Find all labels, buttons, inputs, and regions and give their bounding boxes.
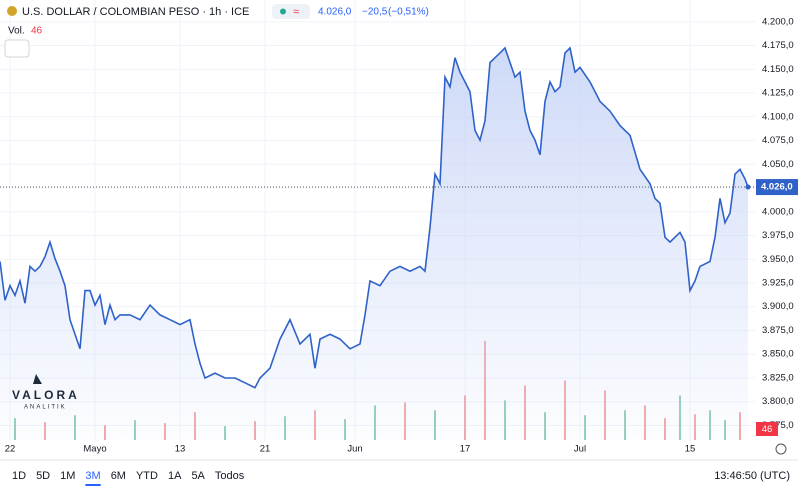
y-tick-label: 3.975,0: [762, 230, 794, 241]
y-tick-label: 4.075,0: [762, 135, 794, 146]
x-tick-label: 21: [260, 444, 271, 455]
range-button[interactable]: Todos: [215, 470, 245, 482]
flag-icon: [7, 6, 17, 16]
range-button[interactable]: 6M: [111, 470, 126, 482]
y-tick-label: 3.925,0: [762, 278, 794, 289]
x-tick-label: 15: [685, 444, 696, 455]
range-button[interactable]: 3M: [85, 470, 100, 482]
x-tick-label: 17: [460, 444, 471, 455]
x-tick-label: 22: [5, 444, 16, 455]
y-tick-label: 3.875,0: [762, 325, 794, 336]
quote-change-pct: (−0,51%): [388, 7, 429, 18]
last-price-label: 4.026,0: [761, 182, 793, 193]
x-tick-label: Mayo: [83, 444, 106, 455]
volume-badge-label: 46: [762, 424, 773, 435]
y-tick-label: 4.000,0: [762, 206, 794, 217]
x-tick-label: 13: [175, 444, 186, 455]
price-line: [0, 46, 749, 389]
settings-icon[interactable]: [775, 443, 787, 455]
clock: 13:46:50 (UTC): [714, 470, 790, 482]
quote-price: 4.026,0: [318, 7, 352, 18]
x-tick-label: Jun: [347, 444, 362, 455]
y-tick-label: 4.125,0: [762, 88, 794, 99]
y-tick-label: 4.050,0: [762, 159, 794, 170]
range-button[interactable]: 1A: [168, 470, 182, 482]
quote-change: −20,5: [362, 7, 388, 18]
y-tick-label: 4.100,0: [762, 111, 794, 122]
menu-icon[interactable]: ≈: [293, 6, 299, 18]
watermark-sub: ANALITIK: [24, 405, 67, 411]
y-tick-label: 3.950,0: [762, 254, 794, 265]
watermark-brand: VALORA: [12, 388, 80, 402]
market-dot: [280, 8, 286, 15]
status-pill[interactable]: [272, 4, 310, 19]
y-tick-label: 4.200,0: [762, 16, 794, 27]
collapse-button[interactable]: [4, 39, 30, 58]
range-button[interactable]: 5D: [36, 470, 50, 482]
range-button[interactable]: 1M: [60, 470, 75, 482]
y-tick-label: 4.150,0: [762, 64, 794, 75]
volume-badge: [756, 422, 778, 436]
symbol-title: U.S. DOLLAR / COLOMBIAN PESO · 1h · ICE: [22, 6, 249, 18]
volume-label: Vol.: [8, 26, 25, 37]
range-button[interactable]: 1D: [12, 470, 26, 482]
y-tick-label: 3.850,0: [762, 349, 794, 360]
last-price-badge: [756, 179, 798, 196]
y-tick-label: 3.900,0: [762, 301, 794, 312]
y-tick-label: 3.825,0: [762, 372, 794, 383]
volume-value: 46: [31, 26, 43, 37]
range-button[interactable]: YTD: [136, 470, 158, 482]
last-price-dot: [745, 184, 751, 190]
x-tick-label: Jul: [574, 444, 586, 455]
range-button[interactable]: 5A: [191, 470, 205, 482]
y-tick-label: 4.175,0: [762, 40, 794, 51]
area-fill: [0, 48, 748, 440]
logo-mark: [33, 374, 42, 384]
y-tick-label: 3.800,0: [762, 396, 794, 407]
